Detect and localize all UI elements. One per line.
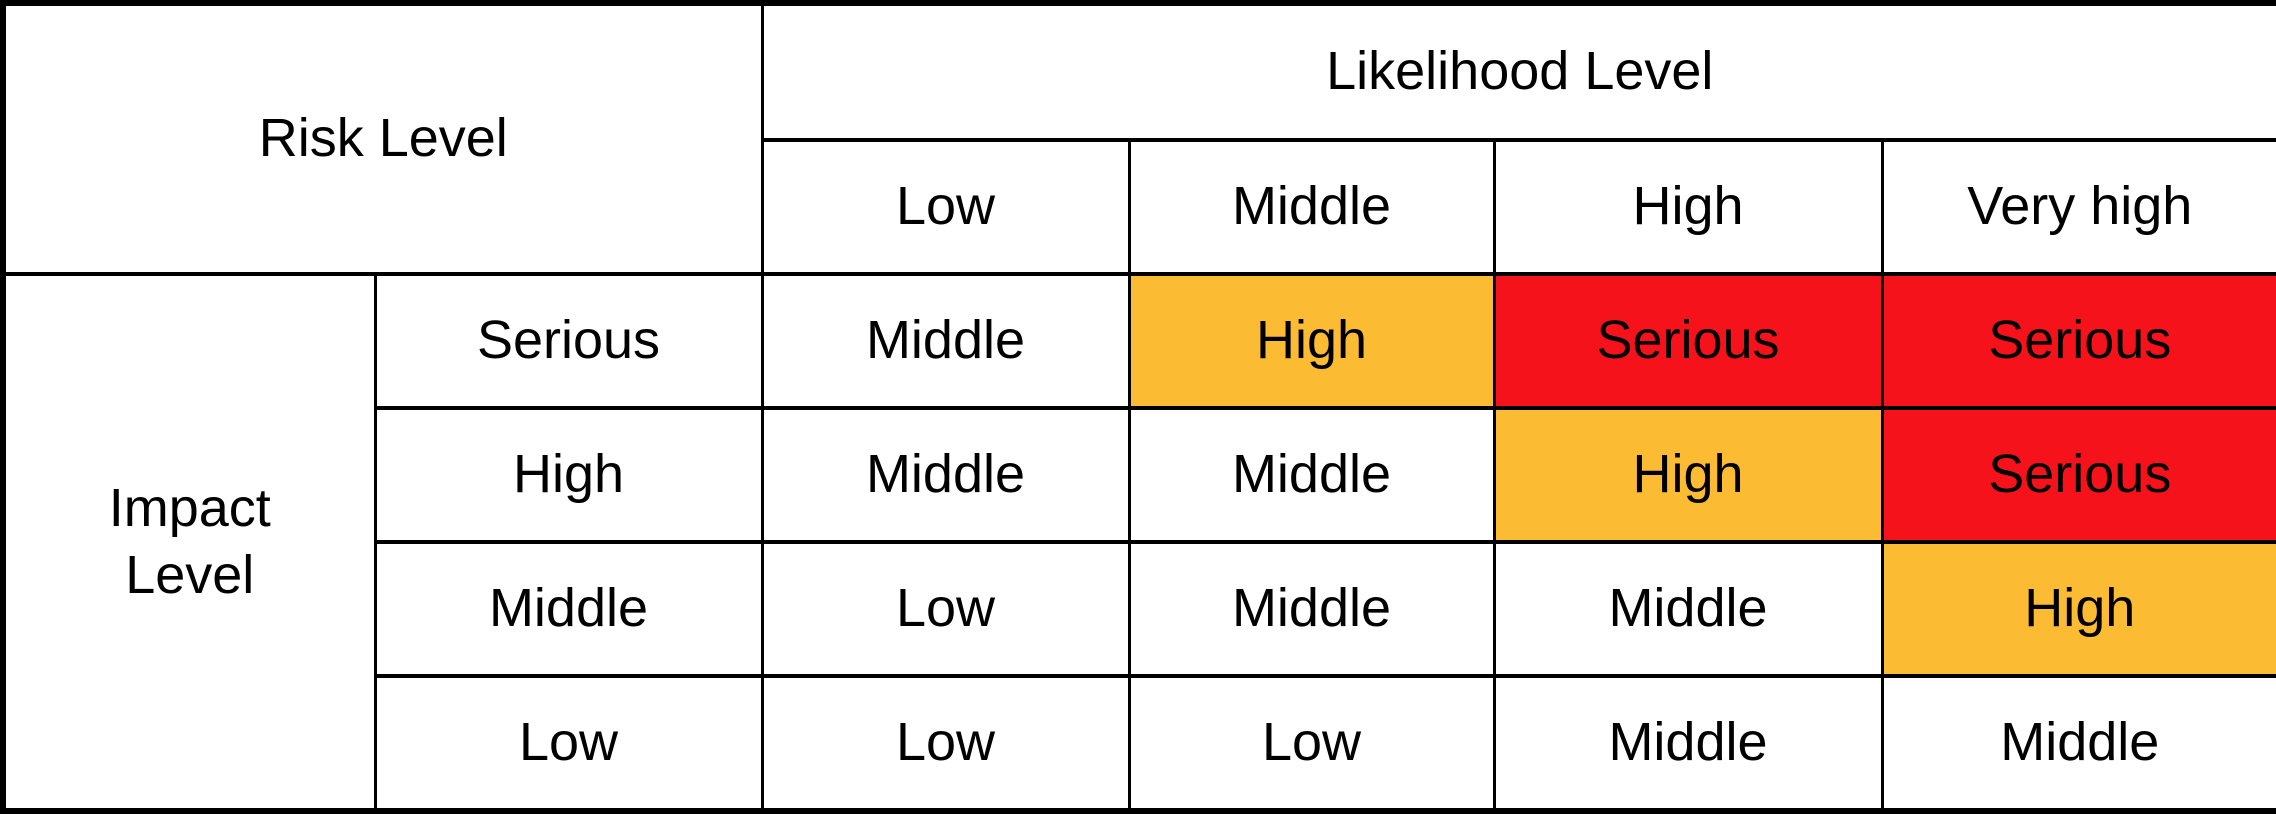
cell-high-middle: Middle [1127, 406, 1496, 544]
cell-middle-low: Low [760, 540, 1131, 678]
cell-serious-very-high: Serious [1880, 272, 2276, 410]
matrix-row-low: Low Low Low Middle Middle [3, 674, 2276, 813]
likelihood-col-header-middle: Middle [1127, 138, 1496, 276]
cell-middle-high: Middle [1492, 540, 1884, 678]
cell-middle-middle: Middle [1127, 540, 1496, 678]
impact-row-header-low: Low [373, 674, 764, 813]
impact-level-group-header: Impact Level [1, 272, 377, 813]
cell-low-low: Low [760, 674, 1131, 813]
cell-middle-very-high: High [1880, 540, 2276, 678]
likelihood-level-group-header: Likelihood Level [760, 1, 2276, 142]
cell-low-middle: Low [1127, 674, 1496, 813]
likelihood-col-header-very-high: Very high [1880, 138, 2276, 276]
header-row-likelihood: Low Middle High Very high [3, 138, 2276, 276]
impact-row-header-middle: Middle [373, 540, 764, 678]
cell-low-very-high: Middle [1880, 674, 2276, 813]
cell-serious-low: Middle [760, 272, 1131, 410]
matrix-row-high: High Middle Middle High Serious [3, 406, 2276, 544]
matrix-row-middle: Middle Low Middle Middle High [3, 540, 2276, 678]
likelihood-col-header-high: High [1492, 138, 1884, 276]
likelihood-col-header-low: Low [760, 138, 1131, 276]
cell-low-high: Middle [1492, 674, 1884, 813]
cell-high-low: Middle [760, 406, 1131, 544]
cell-serious-middle: High [1127, 272, 1496, 410]
cell-serious-high: Serious [1492, 272, 1884, 410]
risk-level-header: Risk Level [1, 1, 764, 276]
impact-row-header-high: High [373, 406, 764, 544]
matrix-row-serious: Impact Level Serious Middle High Serious… [1, 272, 2276, 813]
impact-row-header-serious: Serious [373, 272, 764, 410]
header-row-groups: Risk Level Likelihood Level [1, 1, 2276, 276]
cell-high-very-high: Serious [1880, 406, 2276, 544]
cell-high-high: High [1492, 406, 1884, 544]
